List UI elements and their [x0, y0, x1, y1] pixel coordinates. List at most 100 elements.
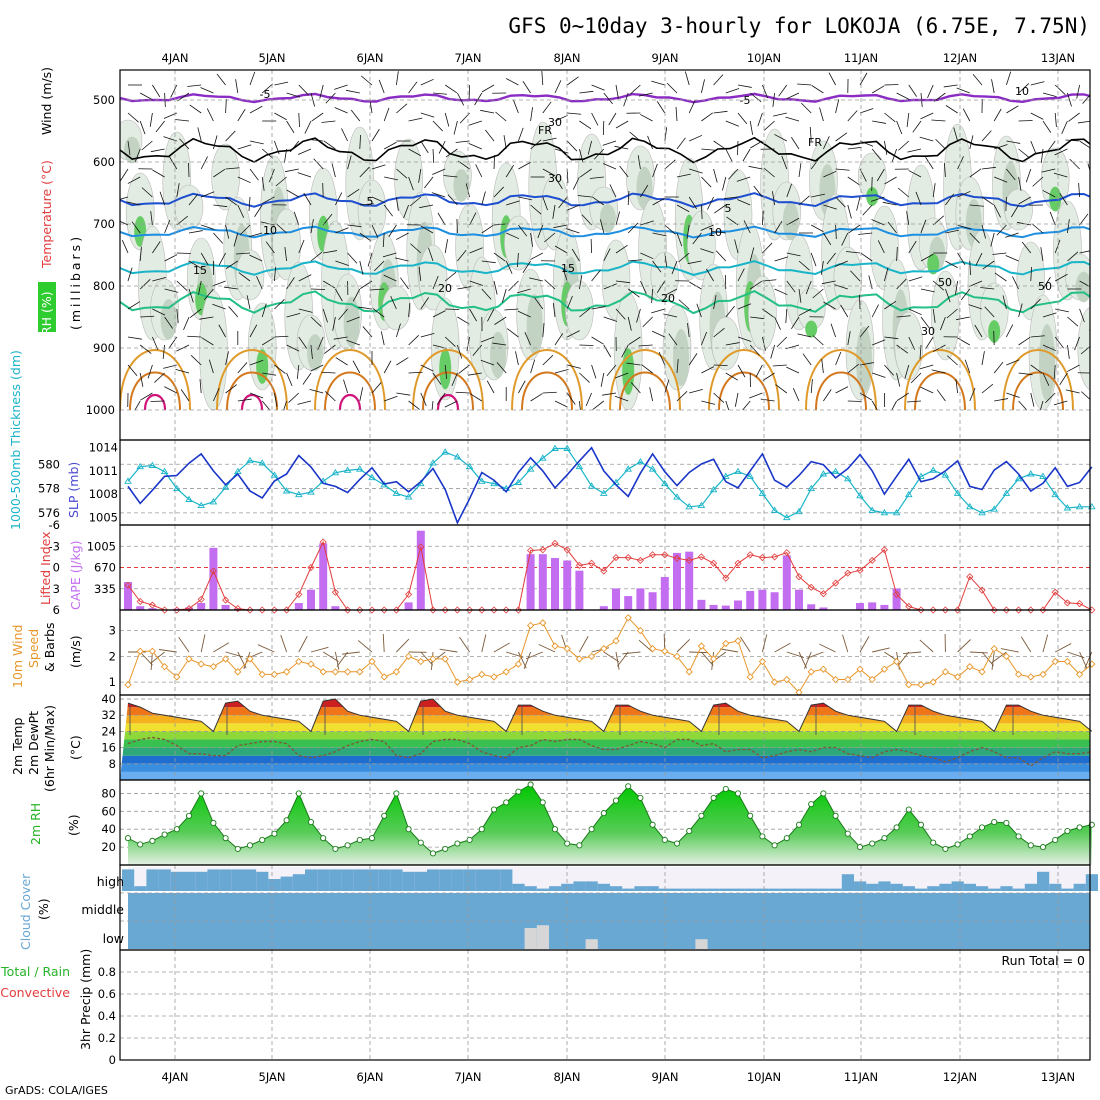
wind-barb	[835, 132, 848, 142]
wind-barb	[120, 220, 129, 226]
wind-barb	[249, 168, 259, 181]
wind-barb	[579, 90, 594, 94]
wind-barb	[200, 252, 209, 266]
pressure-tick-label: 600	[93, 155, 115, 169]
wind-barb	[567, 112, 582, 115]
run-total: Run Total = 0	[1001, 953, 1085, 968]
wind-barb	[774, 220, 783, 234]
cape-bar	[819, 607, 828, 610]
wind-barb	[298, 112, 300, 128]
wind-barb	[953, 127, 958, 142]
wind-barb	[121, 240, 129, 254]
thickness-point	[905, 490, 913, 498]
wind-barb	[159, 191, 165, 206]
li-point	[148, 601, 156, 609]
wind-barb	[383, 274, 397, 282]
wind-barb	[810, 379, 813, 394]
wind-barb	[884, 176, 897, 185]
cape-bar	[709, 604, 718, 610]
wind-barb	[396, 323, 401, 338]
wind10m-point	[1014, 670, 1023, 679]
rh2m-point	[356, 836, 363, 843]
wind-barb	[1011, 204, 1019, 218]
wind-barb	[424, 176, 434, 189]
wind-barb	[859, 140, 874, 147]
wind-barb	[737, 336, 752, 342]
wind-barb	[700, 248, 714, 254]
wind10m-barb	[859, 636, 870, 653]
wind10m-point	[575, 655, 584, 663]
wind-barb	[920, 316, 930, 329]
wind-barb	[254, 204, 263, 217]
wind-barb	[444, 336, 456, 347]
wind-barb	[297, 148, 312, 155]
wind-barb	[310, 219, 314, 234]
wind-barb	[877, 240, 885, 254]
wind-barb	[481, 191, 486, 206]
thickness-point	[990, 505, 998, 512]
wind-barb	[225, 130, 236, 142]
rh2m-point	[747, 812, 754, 819]
cloud-high-bar	[915, 888, 928, 891]
cloud-high-bar	[268, 879, 281, 891]
wind10m-barb	[806, 651, 824, 659]
wind-barb	[676, 232, 683, 247]
wind-barb	[352, 288, 361, 302]
wind-barb	[444, 271, 457, 282]
wind-barb	[742, 400, 751, 410]
wind-barb	[798, 260, 810, 271]
wind-barb	[1068, 112, 1080, 122]
top-date-label: 12JAN	[943, 51, 977, 65]
wind-barb	[734, 239, 739, 254]
wind-barb	[1002, 295, 1007, 310]
cloud-high-bar	[1049, 883, 1062, 891]
cape-bar	[319, 543, 328, 610]
wind-barb	[237, 108, 246, 122]
wind-barb	[968, 304, 983, 310]
wind-barb	[457, 344, 463, 359]
wind-barb	[288, 392, 300, 403]
wind-barb	[274, 298, 285, 310]
cape-bar	[136, 606, 145, 610]
wind-barb	[371, 128, 380, 142]
cape-bar	[404, 602, 413, 610]
wind-barb	[286, 189, 299, 198]
wind10m-point	[514, 660, 523, 668]
li-point	[417, 543, 425, 551]
wind-barb	[529, 277, 543, 282]
wind10m-barb	[341, 651, 360, 655]
wind-barb	[1030, 266, 1032, 282]
wind10m-point	[331, 668, 340, 676]
rh-blob	[235, 249, 265, 301]
wind-barb	[198, 280, 202, 295]
li-point	[734, 559, 742, 567]
top-date-label: 10JAN	[747, 51, 781, 65]
wind-barb	[791, 137, 800, 150]
thickness-point	[246, 456, 254, 464]
rh-blob	[453, 169, 470, 202]
wind-barb	[652, 197, 666, 206]
wind-barb	[671, 260, 678, 275]
wind-barb	[638, 92, 653, 97]
contour-label: 30	[548, 172, 562, 185]
rh2m-point	[210, 819, 217, 826]
thickness-tick: 578	[38, 482, 60, 496]
wind-barb	[505, 164, 514, 178]
cloud-high-bar	[988, 888, 1001, 891]
wind-barb	[505, 78, 519, 86]
wind-barb	[728, 168, 739, 180]
wind-barb	[444, 112, 450, 127]
li-point	[954, 606, 962, 614]
wind10m-point	[953, 673, 962, 681]
wind-barb	[371, 164, 386, 170]
wind-barb	[1006, 140, 1021, 144]
rh2m-point	[917, 821, 925, 828]
contour-25	[609, 349, 681, 410]
rh2m-point	[576, 842, 583, 849]
wind-barb	[749, 280, 763, 290]
bottom-date-label: 13JAN	[1041, 1070, 1075, 1084]
wind-barb	[774, 288, 788, 296]
wind-barb	[436, 392, 446, 405]
wind-barb	[859, 392, 873, 401]
chart-title: GFS 0~10day 3-hourly for LOKOJA (6.75E, …	[508, 14, 1090, 38]
